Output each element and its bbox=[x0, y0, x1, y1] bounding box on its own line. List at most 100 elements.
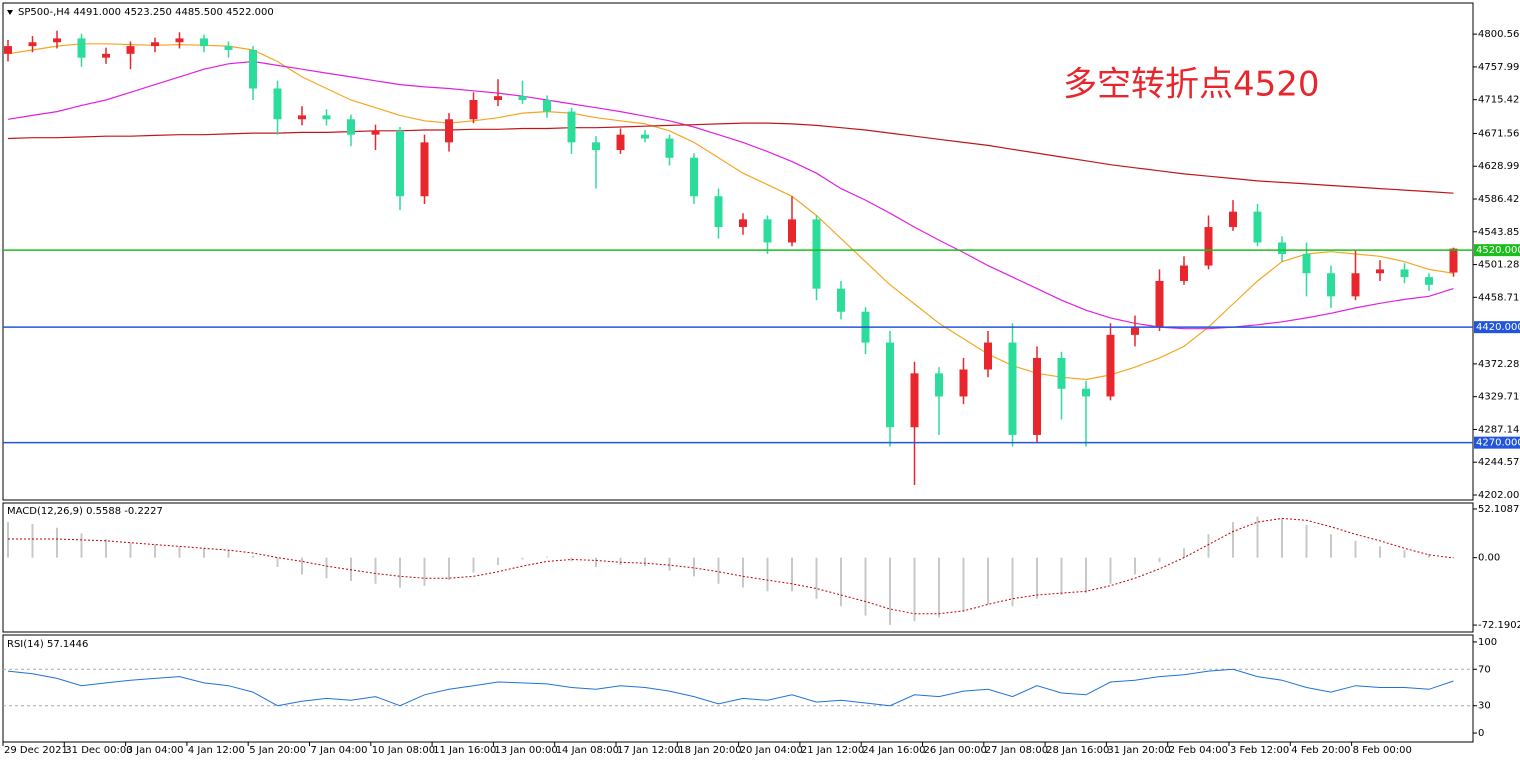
candle-body bbox=[886, 342, 894, 428]
level-tag bbox=[1474, 244, 1520, 257]
candle-body bbox=[543, 100, 551, 112]
candle-body bbox=[273, 88, 282, 120]
candle-body bbox=[812, 219, 821, 289]
candle-body bbox=[788, 219, 796, 243]
candle-body bbox=[371, 130, 380, 135]
candle-body bbox=[739, 219, 747, 228]
y-tick-label: 4244.570 bbox=[1478, 457, 1520, 468]
candle-body bbox=[396, 130, 404, 197]
y-tick-label: 0 bbox=[1478, 728, 1484, 739]
y-tick-label: 4800.560 bbox=[1478, 29, 1520, 40]
candle-body bbox=[763, 219, 772, 243]
candle-body bbox=[1057, 357, 1066, 389]
candle-body bbox=[1180, 265, 1188, 281]
x-tick-label: 2 Feb 04:00 bbox=[1169, 745, 1228, 756]
candle-body bbox=[1327, 273, 1335, 297]
candle-body bbox=[102, 53, 110, 58]
y-tick-label: 4501.280 bbox=[1478, 260, 1520, 271]
y-tick-label: 0.00 bbox=[1478, 553, 1500, 564]
x-tick-label: 26 Jan 00:00 bbox=[924, 745, 987, 756]
candle-body bbox=[224, 46, 233, 50]
x-tick-label: 18 Jan 20:00 bbox=[678, 745, 741, 756]
candle-body bbox=[837, 288, 845, 312]
y-tick-label: 4715.420 bbox=[1478, 95, 1520, 106]
y-tick-label: 4372.280 bbox=[1478, 359, 1520, 370]
macd-title: MACD(12,26,9) 0.5588 -0.2227 bbox=[7, 506, 163, 517]
y-tick-label: 4586.420 bbox=[1478, 194, 1520, 205]
y-tick-label: 4757.990 bbox=[1478, 62, 1520, 73]
candle-body bbox=[690, 157, 698, 197]
level-tag bbox=[1474, 436, 1520, 449]
candle-body bbox=[616, 134, 625, 151]
level-label: 4270.000 bbox=[1476, 438, 1520, 449]
x-tick-label: 21 Jan 12:00 bbox=[801, 745, 864, 756]
x-tick-label: 13 Jan 00:00 bbox=[494, 745, 557, 756]
x-tick-label: 11 Jan 16:00 bbox=[433, 745, 496, 756]
y-tick-label: 4329.710 bbox=[1478, 392, 1520, 403]
candle-body bbox=[151, 42, 159, 47]
candle-body bbox=[935, 373, 943, 397]
candle-body bbox=[714, 196, 723, 228]
candle-body bbox=[1425, 277, 1433, 285]
candle-body bbox=[4, 46, 12, 54]
x-tick-label: 4 Feb 20:00 bbox=[1291, 745, 1350, 756]
y-tick-label: 70 bbox=[1478, 664, 1491, 675]
x-tick-label: 31 Jan 20:00 bbox=[1107, 745, 1170, 756]
x-tick-label: 3 Feb 12:00 bbox=[1230, 745, 1289, 756]
candle-body bbox=[1302, 254, 1311, 274]
candle-body bbox=[1131, 327, 1139, 335]
candle-body bbox=[347, 119, 355, 135]
y-tick-label: 4671.560 bbox=[1478, 128, 1520, 139]
x-tick-label: 17 Jan 12:00 bbox=[617, 745, 680, 756]
candle-body bbox=[28, 42, 37, 47]
signal-line bbox=[8, 517, 1454, 615]
rsi-panel bbox=[2, 634, 1474, 743]
candle-body bbox=[322, 115, 331, 120]
candle-body bbox=[53, 38, 61, 43]
y-tick-label: 52.1087 bbox=[1478, 504, 1519, 515]
macd-panel bbox=[2, 502, 1474, 633]
moving-average bbox=[7, 60, 1454, 330]
x-tick-label: 31 Dec 00:00 bbox=[65, 745, 132, 756]
level-label: 4520.000 bbox=[1476, 245, 1520, 256]
candle-body bbox=[1008, 342, 1017, 435]
x-tick-label: 28 Jan 16:00 bbox=[1046, 745, 1109, 756]
x-tick-label: 7 Jan 04:00 bbox=[311, 745, 368, 756]
x-tick-label: 8 Feb 00:00 bbox=[1353, 745, 1412, 756]
moving-average bbox=[7, 122, 1454, 194]
y-tick-label: 100 bbox=[1478, 637, 1497, 648]
annotation: 多空转折点4520 bbox=[1063, 65, 1320, 105]
x-tick-label: 14 Jan 08:00 bbox=[556, 745, 619, 756]
candle-body bbox=[1351, 273, 1360, 297]
candle-body bbox=[200, 38, 208, 47]
candle-body bbox=[984, 342, 992, 370]
candle-body bbox=[445, 119, 453, 143]
candle-body bbox=[126, 46, 135, 54]
y-tick-label: 4202.000 bbox=[1478, 490, 1520, 501]
rsi-line bbox=[7, 668, 1454, 707]
price-panel bbox=[2, 2, 1474, 501]
menu-triangle bbox=[7, 10, 13, 15]
candle-body bbox=[1376, 269, 1384, 274]
candle-body bbox=[77, 38, 86, 58]
x-tick-label: 4 Jan 12:00 bbox=[188, 745, 245, 756]
y-tick-label: 4628.990 bbox=[1478, 161, 1520, 172]
x-tick-label: 29 Dec 2021 bbox=[4, 745, 68, 756]
candle-body bbox=[1155, 280, 1164, 328]
candle-body bbox=[494, 96, 502, 101]
candle-body bbox=[420, 142, 429, 197]
candle-body bbox=[518, 96, 527, 101]
candle-body bbox=[298, 115, 306, 120]
candle-body bbox=[641, 134, 649, 139]
candle-body bbox=[1400, 269, 1409, 278]
candle-body bbox=[249, 49, 257, 89]
candle-body bbox=[1229, 211, 1237, 228]
candle-body bbox=[567, 111, 576, 143]
level-tag bbox=[1474, 321, 1520, 334]
y-tick-label: 4543.850 bbox=[1478, 227, 1520, 238]
candle-body bbox=[959, 369, 968, 397]
candle-body bbox=[665, 138, 674, 158]
x-tick-label: 27 Jan 08:00 bbox=[985, 745, 1048, 756]
y-tick-label: 4458.710 bbox=[1478, 292, 1520, 303]
